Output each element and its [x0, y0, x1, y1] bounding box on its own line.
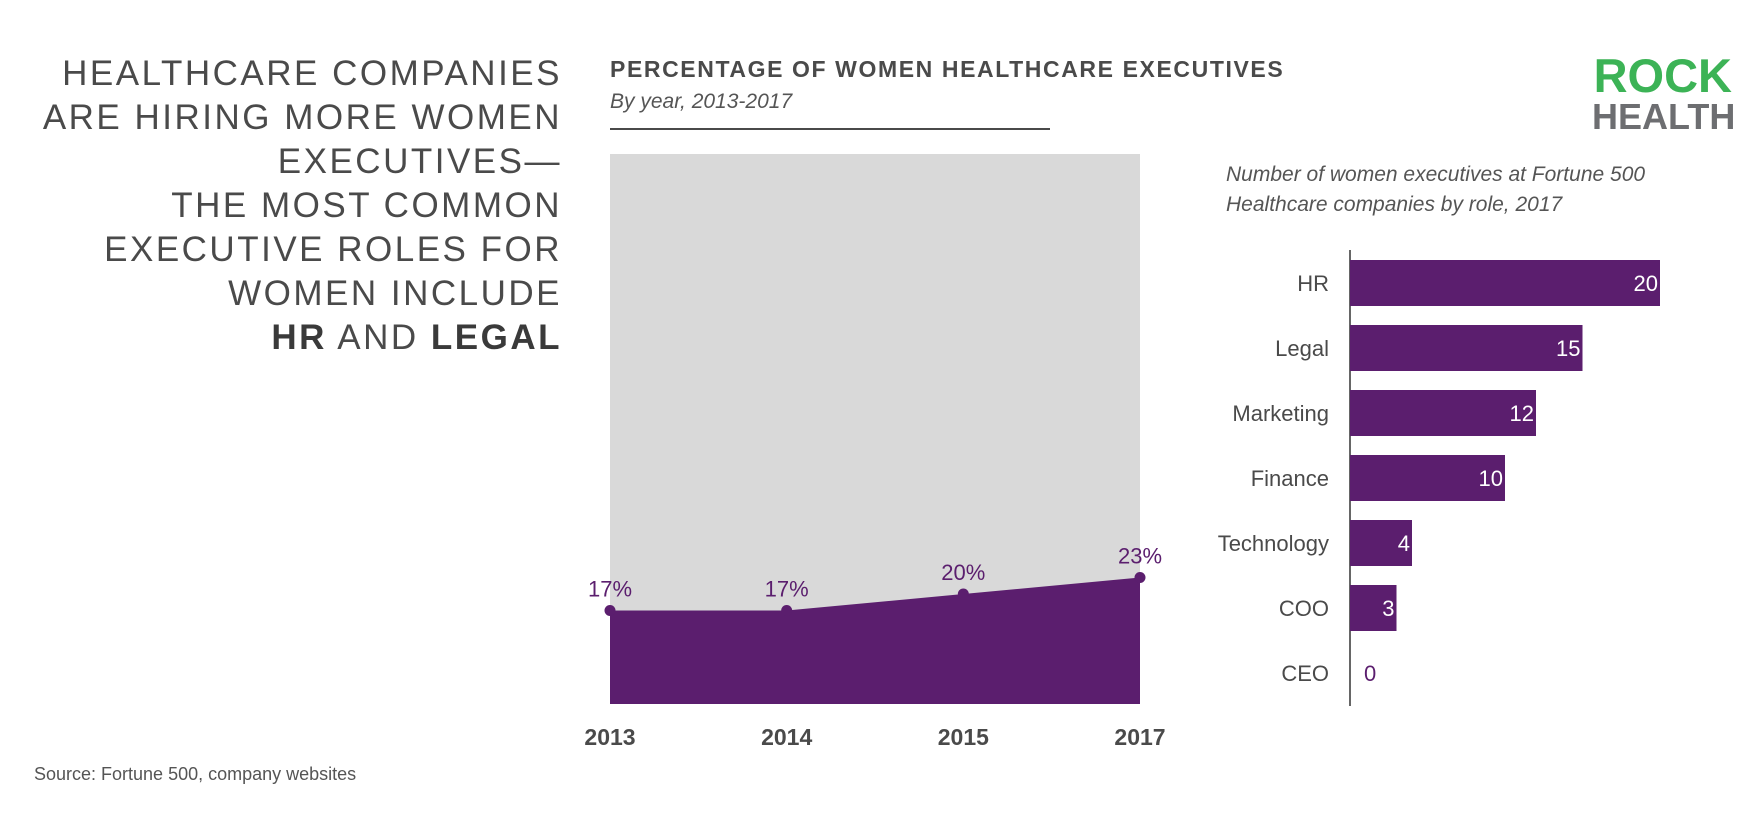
- x-tick-label: 2014: [761, 724, 812, 750]
- bar: [1350, 260, 1660, 306]
- headline-line: ARE HIRING MORE WOMEN: [42, 98, 562, 137]
- area-point-label: 23%: [1118, 544, 1162, 569]
- area-point-label: 17%: [588, 577, 632, 602]
- bar: [1350, 520, 1412, 566]
- x-tick-label: 2017: [1114, 724, 1165, 750]
- bar: [1350, 325, 1583, 371]
- headline-last-line: HR AND LEGAL: [43, 316, 562, 360]
- area-chart-title: PERCENTAGE OF WOMEN HEALTHCARE EXECUTIVE…: [610, 56, 1285, 82]
- bar-value-label: 15: [1556, 336, 1580, 361]
- bar-value-label: 10: [1479, 466, 1503, 491]
- bar-category-label: Marketing: [1232, 401, 1329, 426]
- bar: [1350, 390, 1536, 436]
- headline-line: EXECUTIVE ROLES FOR: [104, 230, 562, 269]
- x-tick-label: 2015: [938, 724, 989, 750]
- bar-value-label: 3: [1382, 596, 1394, 621]
- source-note: Source: Fortune 500, company websites: [34, 764, 357, 784]
- area-chart: 17% 17% 20% 23% 2013 2014 2015 2017: [584, 154, 1166, 750]
- bar-chart-subtitle: Number of women executives at Fortune 50…: [1226, 163, 1646, 216]
- bar-value-label: 0: [1364, 661, 1376, 686]
- area-point: [781, 605, 793, 616]
- area-point: [1134, 572, 1146, 583]
- bar-chart: HR 20 Legal 15 Marketing 12 Finance 10 Technolog…: [1218, 250, 1660, 706]
- bar: [1350, 585, 1397, 631]
- x-tick-label: 2013: [584, 724, 635, 750]
- area-series: [610, 577, 1140, 704]
- area-point: [957, 588, 969, 600]
- bar-category-label: Legal: [1275, 336, 1329, 361]
- headline: HEALTHCARE COMPANIES ARE HIRING MORE WOM…: [43, 52, 562, 360]
- title-divider: [610, 128, 1050, 130]
- headline-line: WOMEN INCLUDE: [228, 274, 562, 313]
- bar-category-label: HR: [1297, 271, 1329, 296]
- area-chart-subtitle: By year, 2013-2017: [610, 90, 793, 113]
- bar-category-label: CEO: [1281, 661, 1329, 686]
- bar-value-label: 4: [1398, 531, 1410, 556]
- area-point-label: 17%: [765, 577, 809, 602]
- headline-bold-hr: HR: [271, 318, 327, 357]
- bar-category-label: Technology: [1218, 531, 1329, 556]
- headline-line: HEALTHCARE COMPANIES: [62, 54, 562, 93]
- bar-category-label: Finance: [1251, 466, 1329, 491]
- bar: [1350, 455, 1505, 501]
- headline-and: AND: [326, 318, 431, 357]
- headline-bold-legal: LEGAL: [430, 318, 562, 357]
- area-point: [604, 605, 616, 616]
- headline-line: EXECUTIVES—: [277, 142, 562, 181]
- logo-line-health: HEALTH: [1592, 96, 1736, 137]
- headline-line: THE MOST COMMON: [171, 186, 562, 225]
- bar-category-label: COO: [1279, 596, 1329, 621]
- rock-health-logo: ROCK HEALTH: [1592, 49, 1736, 137]
- area-point-label: 20%: [941, 560, 985, 585]
- bar-value-label: 20: [1634, 271, 1658, 296]
- logo-line-rock: ROCK: [1593, 49, 1732, 102]
- bar-value-label: 12: [1510, 401, 1534, 426]
